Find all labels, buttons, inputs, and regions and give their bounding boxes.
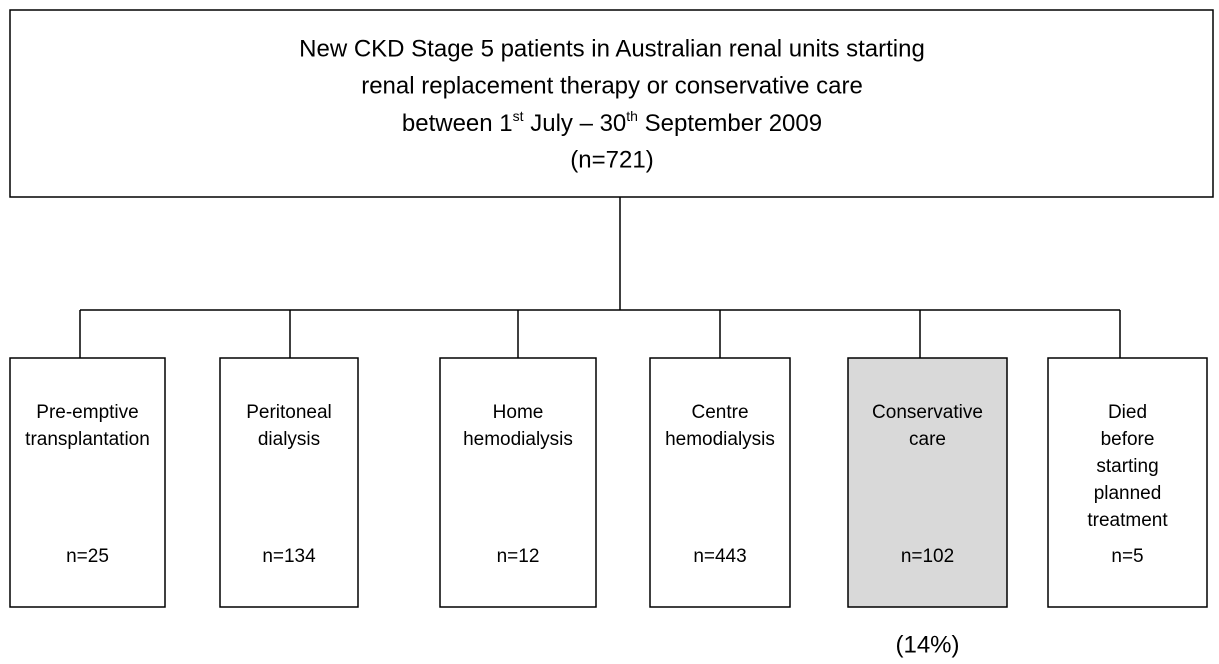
node-count: n=134 <box>262 546 316 567</box>
node-box <box>9 357 166 608</box>
node-label: transplantation <box>25 429 150 450</box>
node-box <box>1047 357 1208 608</box>
header-box <box>9 9 1214 198</box>
text-part: July – 30 <box>524 110 627 137</box>
node-label: hemodialysis <box>463 429 573 450</box>
node-label: treatment <box>1087 510 1168 531</box>
node-label: Home <box>493 402 544 423</box>
node-box <box>439 357 597 608</box>
superscript: st <box>513 108 524 124</box>
node-label: starting <box>1096 456 1158 477</box>
node-count: n=443 <box>693 546 746 567</box>
text-part: between 1 <box>402 110 513 137</box>
node-label: hemodialysis <box>665 429 775 450</box>
node-label: planned <box>1094 483 1162 504</box>
node-box <box>649 357 791 608</box>
node-count: n=5 <box>1111 546 1143 567</box>
node-box <box>219 357 359 608</box>
header-line: New CKD Stage 5 patients in Australian r… <box>299 35 925 62</box>
node-box <box>847 357 1008 608</box>
node-count: n=25 <box>66 546 109 567</box>
header-line: renal replacement therapy or conservativ… <box>361 72 863 99</box>
node-label: Peritoneal <box>246 402 332 423</box>
text-part: September 2009 <box>638 110 822 137</box>
connectors <box>80 197 1120 311</box>
node-label: before <box>1101 429 1155 450</box>
header-line: between 1st July – 30th September 2009 <box>402 108 822 138</box>
node-label: Died <box>1108 402 1147 423</box>
node-label: Centre <box>691 402 748 423</box>
node-label: care <box>909 429 946 450</box>
node-label: dialysis <box>258 429 320 450</box>
node-count: n=102 <box>901 546 954 567</box>
node-label: Conservative <box>872 402 983 423</box>
node-label: Pre-emptive <box>36 402 138 423</box>
header-count: (n=721) <box>570 146 653 173</box>
node-count: n=12 <box>497 546 540 567</box>
superscript: th <box>626 108 638 124</box>
node-note: (14%) <box>895 631 959 658</box>
